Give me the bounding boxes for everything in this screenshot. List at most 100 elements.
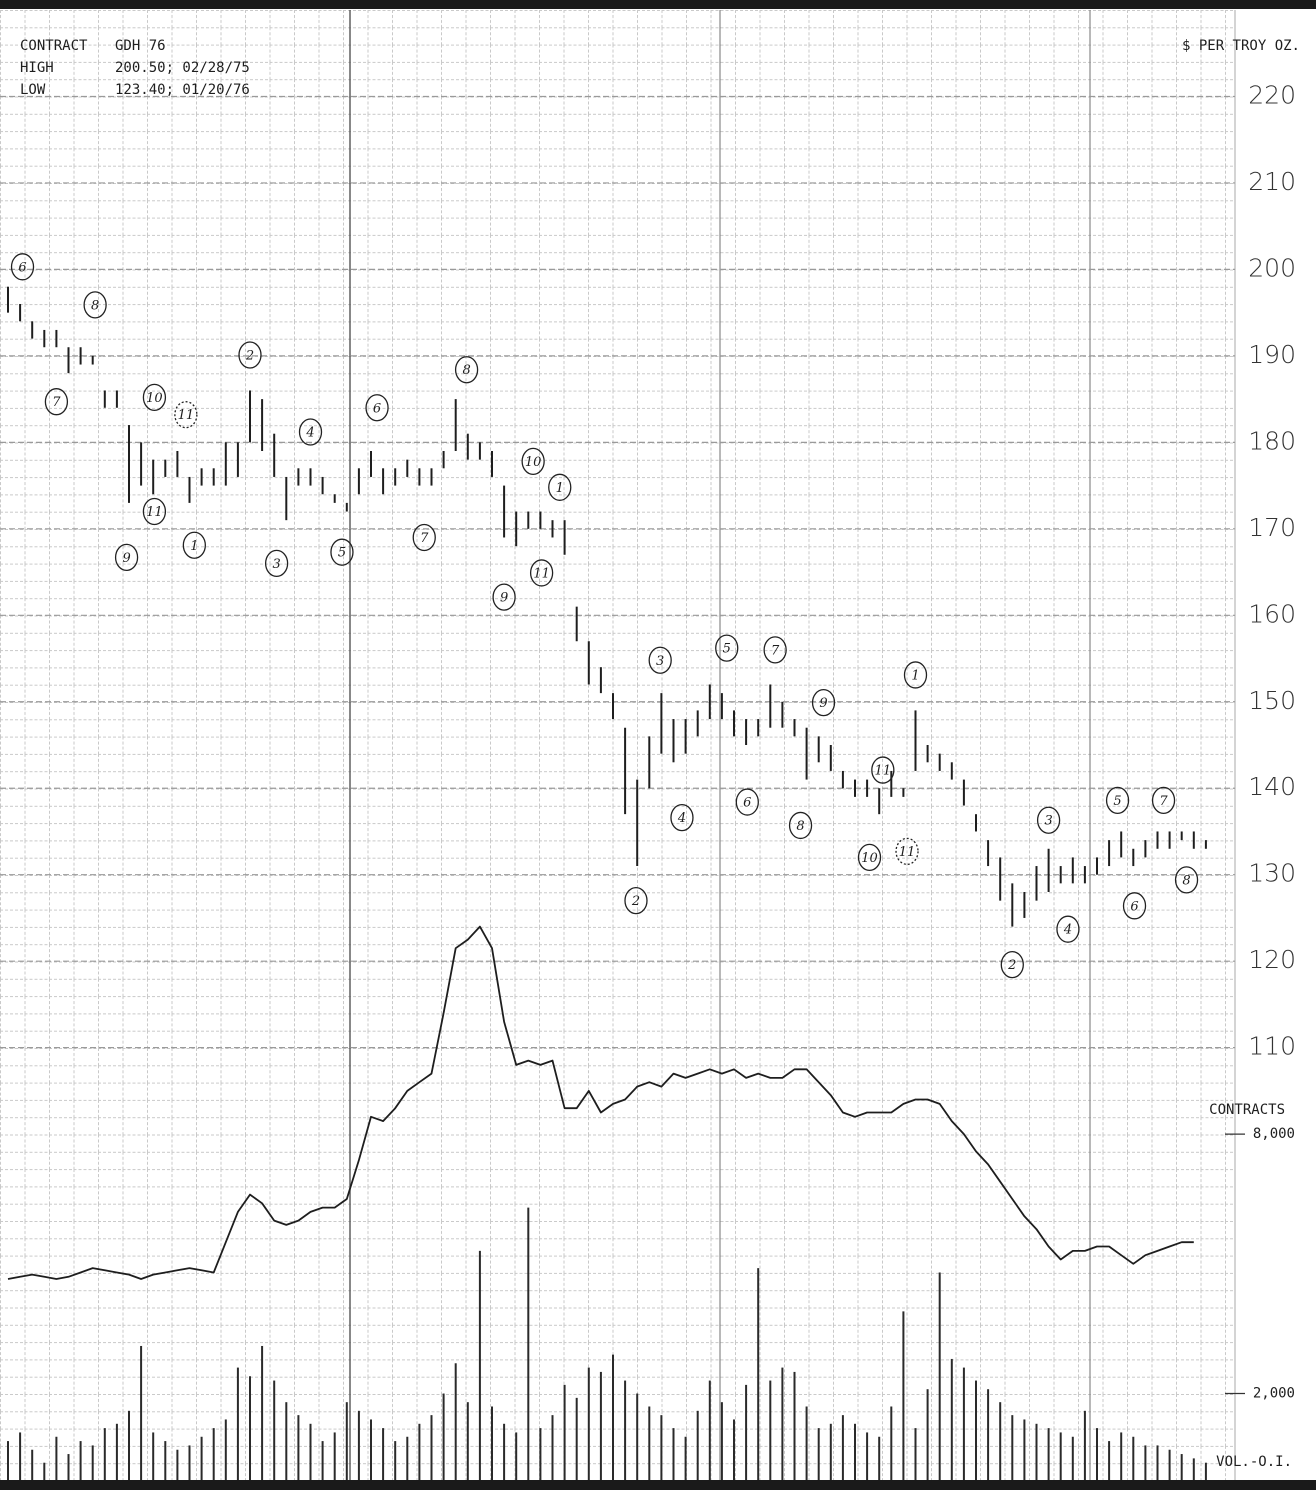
volume-bar — [660, 1415, 663, 1480]
volume-bar — [950, 1358, 953, 1480]
volume-bar — [333, 1432, 336, 1480]
volume-bar — [261, 1345, 264, 1480]
volume-bar — [418, 1423, 421, 1480]
volume-bar — [115, 1423, 118, 1480]
volume-bar — [1108, 1441, 1111, 1480]
wave-label: 1 — [911, 668, 919, 683]
wave-circle — [142, 383, 167, 412]
volume-bar — [406, 1436, 409, 1480]
volume-bar — [321, 1441, 324, 1480]
volume-bar — [999, 1402, 1002, 1480]
volume-bar — [454, 1363, 457, 1480]
wave-label: 7 — [1159, 794, 1168, 809]
volume-bar — [164, 1441, 167, 1480]
volume-bar — [357, 1410, 360, 1480]
volume-bar — [866, 1432, 869, 1480]
volume-bar — [551, 1415, 554, 1480]
wave-circle — [788, 811, 813, 840]
volume-bar — [430, 1415, 433, 1480]
wave-circle — [903, 661, 928, 689]
y-tick-label: 150 — [1248, 686, 1296, 715]
y-tick-label: 190 — [1248, 340, 1296, 369]
volume-bar — [140, 1345, 143, 1480]
note-label: LOW — [20, 82, 46, 98]
volume-bar — [515, 1432, 518, 1480]
volume-bar — [902, 1311, 905, 1480]
volume-bar — [1144, 1445, 1147, 1480]
wave-label: 7 — [420, 531, 429, 546]
wave-label: 11 — [875, 764, 892, 779]
volume-bar — [781, 1367, 784, 1480]
wave-label: 8 — [462, 363, 470, 378]
volume-bar — [1047, 1428, 1050, 1480]
volume-bar — [273, 1380, 276, 1480]
wave-label: 1 — [556, 481, 564, 496]
volume-bar — [1192, 1458, 1195, 1480]
volume-bar — [805, 1406, 808, 1480]
volume-bar — [587, 1367, 590, 1480]
wave-label: 6 — [1130, 899, 1138, 914]
wave-circle — [871, 756, 895, 784]
wave-circle — [298, 418, 323, 446]
wave-label: 2 — [1007, 958, 1016, 973]
wave-label: 8 — [91, 298, 99, 313]
volume-bar — [1035, 1423, 1038, 1480]
volume-bar — [624, 1380, 627, 1480]
volume-bar — [43, 1462, 46, 1480]
volume-bar — [938, 1272, 941, 1480]
volume-bar — [382, 1428, 385, 1480]
note-label: HIGH — [20, 60, 54, 76]
volume-bar — [708, 1380, 711, 1480]
wave-label: 5 — [723, 642, 731, 657]
wave-label: 3 — [272, 557, 280, 572]
y-tick-label: 140 — [1248, 772, 1296, 801]
wave-circle — [857, 843, 882, 872]
wave-circle — [83, 291, 107, 319]
volume-bar — [733, 1419, 735, 1480]
y-tick-label: 200 — [1248, 253, 1296, 282]
wave-circle — [529, 559, 554, 587]
wave-label: 3 — [1044, 814, 1052, 829]
wave-label: 6 — [373, 401, 381, 416]
wave-label: 11 — [178, 408, 195, 423]
wave-circle — [1056, 915, 1080, 943]
wave-circle — [10, 253, 35, 281]
wave-label: 8 — [1182, 873, 1190, 888]
wave-circle — [412, 523, 436, 552]
wave-circle — [238, 341, 262, 369]
wave-circle — [330, 538, 354, 566]
wave-circle — [114, 543, 139, 572]
volume-bar — [878, 1436, 881, 1480]
volume-bar — [1156, 1445, 1159, 1480]
volume-bar — [503, 1423, 506, 1480]
note-value: 123.40; 01/20/76 — [115, 82, 250, 98]
volume-bar — [478, 1250, 481, 1480]
wave-label: 4 — [305, 425, 314, 440]
volume-bar — [769, 1380, 772, 1480]
wave-circle — [1174, 866, 1199, 894]
volume-bar — [648, 1406, 651, 1480]
wave-circle — [521, 447, 545, 476]
volume-bar — [224, 1419, 227, 1480]
volume-bar — [91, 1445, 94, 1480]
volume-bar — [67, 1454, 70, 1480]
volume-bar — [527, 1207, 530, 1480]
wave-label: 11 — [533, 566, 550, 581]
y-tick-label: 210 — [1248, 167, 1296, 196]
wave-label: 10 — [525, 455, 542, 470]
volume-bar — [636, 1393, 639, 1480]
note-value: 200.50; 02/28/75 — [115, 60, 250, 76]
wave-circle — [174, 401, 198, 429]
wave-circle — [182, 531, 206, 559]
volume-bar — [612, 1354, 614, 1480]
volume-bar — [599, 1371, 602, 1480]
volume-bar — [176, 1449, 179, 1480]
y-tick-label: 180 — [1248, 426, 1296, 455]
wave-label: 6 — [743, 796, 751, 811]
wave-label: 3 — [656, 654, 664, 669]
y-tick-label: 220 — [1248, 80, 1296, 109]
wave-circle — [648, 646, 672, 674]
volume-bar — [696, 1410, 699, 1480]
volume-bar — [55, 1436, 58, 1480]
volume-bar — [212, 1428, 215, 1480]
